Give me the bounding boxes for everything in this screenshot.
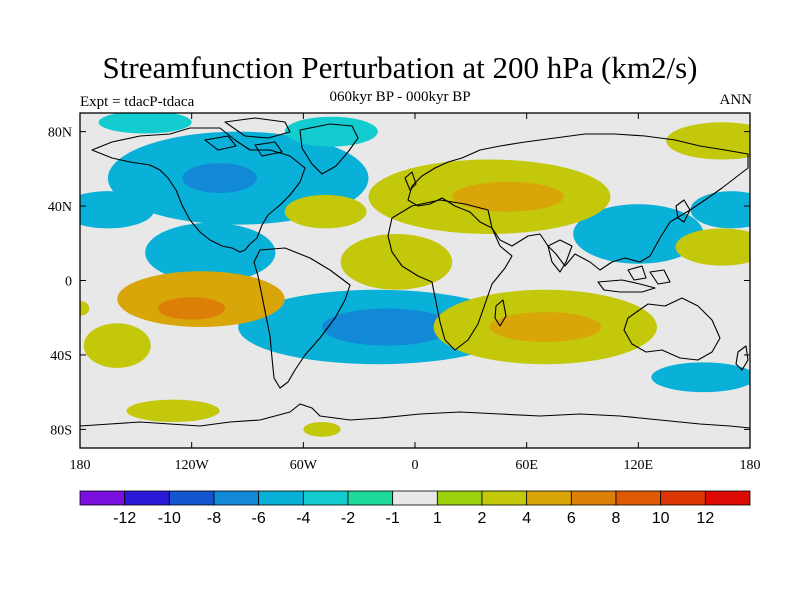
anomaly-blue-south-pacific [651,362,750,393]
map-axes: 180 120W 60W 0 60E 120E 180 80N 40N 0 40S 80S [48,113,761,473]
coast-antarctica [80,403,750,429]
plot-subtitle: 060kyr BP - 000kyr BP [329,89,471,105]
colorbar-label: -1 [386,510,400,527]
anomaly-blue-north-atlantic-core [182,163,257,194]
coast-australia [623,297,721,361]
colorbar-label: -6 [252,510,266,527]
x-tick-label: 180 [740,458,761,473]
anomaly-blue-east-pacific-north [80,191,155,229]
x-tick-label: 120W [175,458,210,473]
experiment-label: Expt = tdacP-tdaca [80,94,195,110]
anomaly-yellow-east-pacific [83,323,151,368]
colorbar-swatch [436,490,483,506]
colorbar-swatch [392,490,438,506]
colorbar-swatch [481,490,528,506]
anomaly-yellow-west-pacific [675,228,750,266]
x-tick-label: 120E [624,458,654,473]
anomaly-blue-south-atlantic-core [321,308,453,346]
colorbar-swatch [213,490,260,506]
coast-arctic-islands [204,117,291,157]
anomaly-yellow-north-pacific [666,122,750,160]
y-tick-label: 0 [65,275,72,290]
colorbar-swatch [302,490,349,506]
colorbar-swatch [347,490,394,506]
anomaly-yellow-north-africa-core [452,181,564,212]
colorbar-label: -2 [341,510,355,527]
coast-indonesia [597,265,671,293]
colorbar-swatch [660,490,706,506]
colorbar-label: 6 [567,510,576,527]
x-tick-label: 0 [412,458,419,473]
coast-greenland [299,123,359,175]
x-tick-label: 180 [70,458,91,473]
anomaly-yellow-south-pacific [80,300,90,316]
coast-eurasia [407,133,749,271]
colorbar-label: 4 [522,510,531,527]
y-tick-label: 40S [50,349,72,364]
y-tick-label: 40N [48,200,72,215]
colorbar-label: 10 [652,510,670,527]
coast-africa [387,199,513,351]
colorbar-swatch [704,490,751,506]
colorbar-swatch [526,490,572,506]
anomaly-orange-south-pacific-core [158,297,226,320]
colorbar-swatch [124,490,170,506]
colorbar-swatch [168,490,215,506]
colorbar-label: -10 [158,510,181,527]
coast-south-america [253,247,351,389]
y-tick-label: 80N [48,126,72,141]
coast-madagascar [494,299,507,327]
plot-title: Streamfunction Perturbation at 200 hPa (… [102,50,698,85]
x-tick-label: 60E [515,458,538,473]
anomaly-blue-far-east-north [690,191,750,229]
anomaly-green-arctic [284,116,378,147]
colorbar-swatch [79,490,126,506]
anomaly-blue-west-pacific [573,204,704,264]
coast-north-america [91,127,306,253]
colorbar-swatch [615,490,662,506]
colorbar-label: -4 [296,510,310,527]
anomaly-green-north-pacific [98,113,192,134]
coast-uk [404,171,417,191]
anomaly-green-antarctic [303,421,341,437]
anomaly-yellow-west-africa [340,233,453,290]
colorbar-label: -12 [113,510,136,527]
anomaly-yellow-antarctic [126,399,220,422]
colorbar-label: 1 [433,510,442,527]
coast-india [547,239,573,273]
anomaly-yellow-north-atlantic [284,194,367,229]
coast-japan [675,199,691,223]
colorbar: -12 -10 -8 -6 -4 -2 -1 1 2 4 6 8 10 12 [79,490,751,527]
colorbar-label: -8 [207,510,221,527]
period-label: ANN [719,92,753,108]
colorbar-swatch [570,490,617,506]
y-tick-label: 80S [50,423,72,438]
colorbar-label: 12 [696,510,714,527]
coastlines [80,117,750,429]
colorbar-swatch [258,490,304,506]
anomaly-yellow-indian-ocean-core [489,312,602,342]
x-tick-label: 60W [290,458,318,473]
anomaly-blue-central-america [145,222,276,283]
colorbar-label: 2 [478,510,487,527]
anomaly-contours [80,113,750,437]
colorbar-label: 8 [612,510,621,527]
coast-new-zealand [735,345,749,371]
